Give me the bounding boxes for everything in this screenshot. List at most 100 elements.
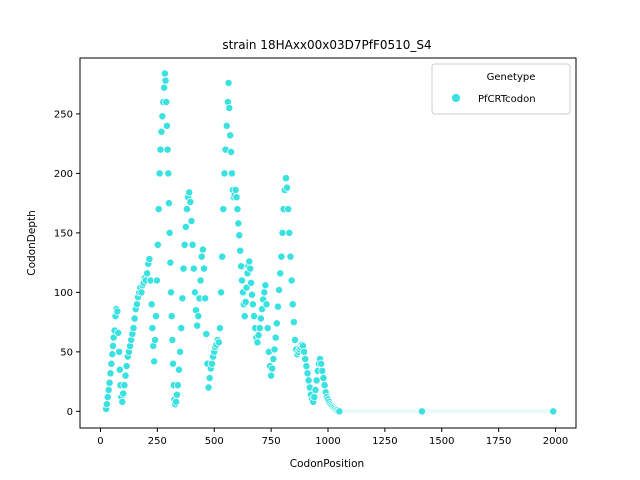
x-tick-label: 1000: [315, 436, 340, 447]
data-point: [107, 359, 116, 368]
data-point: [155, 169, 164, 178]
data-point: [132, 300, 141, 309]
data-point: [549, 407, 558, 416]
baseline-zero-band: [339, 409, 554, 414]
data-point: [256, 314, 265, 323]
data-point: [156, 145, 165, 154]
x-tick-label: 2000: [543, 436, 568, 447]
data-point: [188, 240, 197, 249]
data-point: [311, 385, 320, 394]
data-point: [283, 183, 291, 192]
legend-entry-label: PfCRTcodon: [478, 94, 536, 105]
data-point: [250, 312, 259, 321]
data-point: [235, 231, 244, 240]
data-point: [193, 321, 202, 330]
data-point: [268, 364, 277, 373]
data-point: [119, 389, 128, 398]
data-point: [172, 397, 180, 406]
data-point: [247, 278, 256, 287]
data-point: [173, 381, 182, 390]
x-tick-label: 1750: [486, 436, 511, 447]
data-point: [130, 314, 139, 323]
data-point: [246, 264, 255, 273]
data-point: [148, 324, 157, 333]
data-point: [158, 112, 167, 121]
legend-box: [431, 63, 571, 115]
data-point: [225, 104, 234, 112]
data-point: [104, 385, 113, 394]
data-point: [220, 169, 229, 178]
y-tick-label: 150: [54, 228, 73, 239]
data-point: [310, 393, 319, 402]
data-point: [245, 257, 254, 266]
y-tick-label: 0: [67, 407, 73, 418]
data-point: [198, 245, 207, 254]
data-point: [180, 240, 189, 249]
data-point: [113, 307, 122, 316]
data-point: [165, 199, 173, 208]
data-point: [152, 276, 161, 285]
data-point: [226, 131, 235, 140]
data-point: [179, 264, 188, 273]
x-tick-label: 750: [262, 436, 281, 447]
data-point: [161, 76, 170, 85]
data-point: [301, 355, 310, 363]
data-point: [114, 328, 123, 337]
y-tick-label: 200: [54, 169, 73, 180]
x-tick-label: 500: [205, 436, 224, 447]
data-point: [219, 205, 228, 214]
data-point: [168, 336, 177, 344]
y-axis: 0 50 100 150 200 250: [54, 109, 80, 418]
data-point: [284, 205, 293, 214]
data-point: [151, 336, 160, 344]
data-point: [163, 145, 172, 154]
data-point: [286, 252, 295, 261]
x-axis: 0 250 500 750 1000 1250 1500 1750 2000: [97, 428, 568, 447]
data-point: [182, 205, 191, 214]
data-point: [242, 283, 251, 292]
data-point: [267, 371, 276, 380]
data-point: [185, 188, 194, 197]
data-point: [143, 269, 152, 278]
x-tick-label: 1250: [372, 436, 397, 447]
data-point: [122, 362, 131, 371]
data-point: [320, 381, 329, 390]
legend-title: Genetype: [487, 72, 536, 83]
data-point: [218, 252, 227, 261]
data-point: [237, 262, 246, 271]
data-point: [167, 288, 175, 297]
data-point: [177, 324, 186, 333]
data-point: [153, 240, 162, 249]
data-point: [255, 324, 264, 333]
data-point: [157, 127, 166, 136]
data-point: [291, 336, 299, 344]
data-point: [197, 252, 206, 261]
data-point: [167, 312, 176, 321]
data-points: [102, 69, 558, 416]
data-point: [224, 79, 233, 87]
data-point: [227, 148, 236, 156]
data-point: [152, 312, 160, 321]
data-point: [178, 294, 187, 303]
data-point: [172, 390, 181, 399]
data-point: [108, 350, 117, 359]
x-axis-label: CodonPosition: [290, 458, 364, 470]
data-point: [200, 264, 208, 273]
data-point: [105, 378, 114, 387]
data-point: [287, 276, 296, 285]
data-point: [109, 341, 117, 350]
data-point: [275, 286, 284, 294]
chart-title: strain 18HAxx00x03D7PfF0510_S4: [222, 38, 431, 52]
x-tick-label: 250: [148, 436, 167, 447]
data-point: [147, 300, 156, 309]
data-point: [277, 252, 286, 261]
data-point: [186, 198, 195, 206]
data-point: [317, 359, 326, 368]
data-point: [304, 376, 313, 385]
data-point: [276, 269, 285, 278]
data-point: [261, 281, 270, 290]
data-point: [176, 347, 185, 356]
data-point: [165, 228, 174, 237]
data-point: [418, 407, 426, 416]
